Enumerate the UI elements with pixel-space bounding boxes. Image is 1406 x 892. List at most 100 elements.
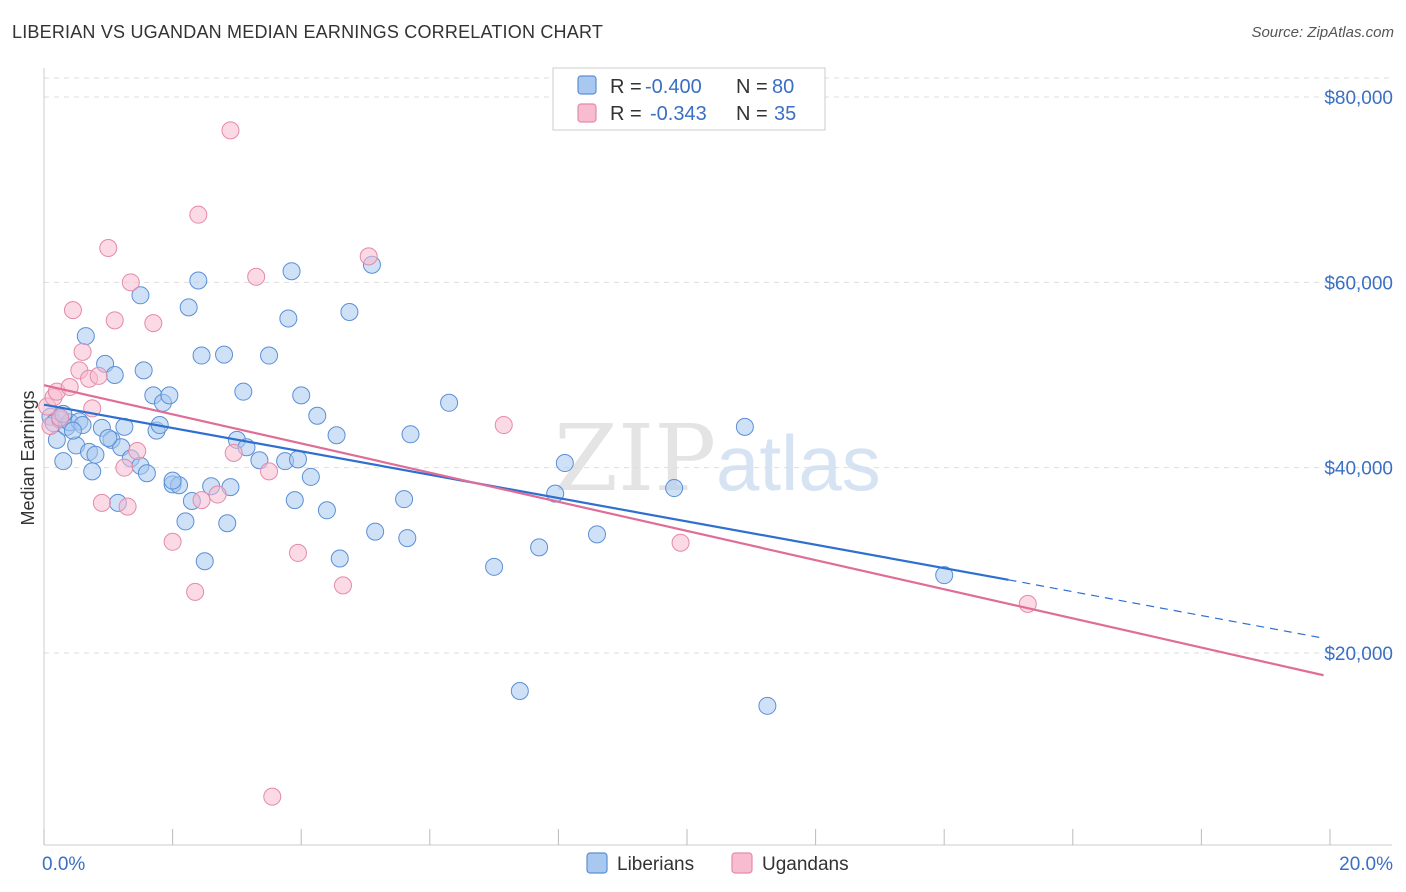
ugandans-r-label: R = bbox=[610, 103, 642, 125]
liberians-trend-extension bbox=[1008, 579, 1324, 639]
bottom-legend-ugandans-swatch bbox=[731, 852, 753, 874]
liberians-point bbox=[54, 452, 73, 471]
liberians-point bbox=[330, 549, 349, 568]
liberians-point bbox=[131, 286, 150, 305]
liberians-n-value: 80 bbox=[772, 76, 794, 98]
liberians-point bbox=[218, 514, 237, 533]
ugandans-point bbox=[494, 416, 513, 435]
ugandans-point bbox=[128, 441, 147, 460]
liberians-point bbox=[395, 490, 414, 509]
ugandans-point bbox=[247, 267, 266, 286]
ugandans-point bbox=[260, 462, 279, 481]
liberians-point bbox=[665, 479, 684, 498]
ugandans-point bbox=[51, 408, 70, 427]
ugandans-point bbox=[192, 491, 211, 510]
ugandans-point bbox=[92, 493, 111, 512]
liberians-point bbox=[935, 566, 954, 585]
ugandans-point bbox=[288, 543, 307, 562]
ugandans-n-value: 35 bbox=[774, 103, 796, 125]
liberians-point bbox=[234, 382, 253, 401]
liberians-point bbox=[485, 557, 504, 576]
ugandans-point bbox=[115, 458, 134, 477]
liberians-point bbox=[285, 491, 304, 510]
ugandans-point bbox=[89, 366, 108, 385]
liberians-point bbox=[587, 525, 606, 544]
liberians-point bbox=[105, 366, 124, 384]
liberians-point bbox=[279, 309, 298, 328]
liberians-point bbox=[301, 467, 320, 486]
liberians-trend-line bbox=[43, 403, 1009, 581]
liberians-point bbox=[83, 462, 102, 481]
ugandans-point bbox=[63, 301, 82, 320]
series-ugandans-points bbox=[38, 121, 1037, 806]
y-axis-label: Median Earnings bbox=[18, 390, 38, 525]
stats-legend-box bbox=[552, 67, 826, 131]
liberians-point bbox=[192, 346, 211, 365]
ugandans-point bbox=[224, 443, 243, 462]
liberians-point bbox=[440, 393, 459, 412]
ugandans-point bbox=[118, 497, 137, 516]
ugandans-point bbox=[121, 273, 140, 292]
liberians-point bbox=[260, 346, 279, 365]
y-tick-label: $40,000 bbox=[1324, 459, 1393, 480]
bottom-legend-ugandans-label: Ugandans bbox=[762, 854, 849, 875]
stats-legend: R = -0.400 N = 80 R = -0.343 N = 35 bbox=[552, 67, 826, 131]
ugandans-point bbox=[163, 532, 182, 551]
ugandans-point bbox=[671, 533, 690, 552]
ugandans-swatch bbox=[577, 103, 597, 123]
ugandans-point bbox=[189, 205, 208, 224]
bottom-legend-liberians-swatch bbox=[586, 852, 608, 874]
y-tick-labels: $20,000 $40,000 $60,000 $80,000 bbox=[1324, 88, 1393, 665]
bottom-legend: Liberians Ugandans bbox=[586, 852, 849, 875]
ugandans-point bbox=[359, 247, 378, 266]
gridlines bbox=[44, 77, 1392, 654]
liberians-point bbox=[292, 386, 311, 405]
liberians-r-value: -0.400 bbox=[645, 76, 702, 98]
x-tick-label-min: 0.0% bbox=[42, 854, 85, 875]
ugandans-point bbox=[73, 342, 92, 361]
y-tick-label: $20,000 bbox=[1324, 644, 1393, 665]
liberians-point bbox=[340, 302, 359, 321]
liberians-point bbox=[530, 538, 549, 557]
liberians-point bbox=[317, 501, 336, 520]
liberians-point bbox=[510, 681, 529, 700]
ugandans-point bbox=[144, 314, 163, 333]
liberians-point bbox=[282, 262, 301, 281]
liberians-point bbox=[366, 522, 385, 541]
liberians-point bbox=[163, 471, 182, 490]
ugandans-n-label: N = bbox=[736, 103, 768, 125]
trend-lines bbox=[43, 384, 1324, 677]
liberians-point bbox=[63, 421, 82, 440]
liberians-point bbox=[86, 445, 105, 464]
liberians-point bbox=[327, 426, 346, 445]
ugandans-trend-line bbox=[43, 384, 1324, 677]
liberians-point bbox=[758, 696, 777, 715]
liberians-point bbox=[735, 417, 754, 436]
ugandans-point bbox=[208, 485, 227, 504]
ugandans-point bbox=[221, 121, 240, 140]
liberians-point bbox=[99, 429, 118, 448]
liberians-point bbox=[134, 361, 153, 380]
liberians-point bbox=[76, 327, 95, 346]
liberians-point bbox=[195, 552, 214, 571]
liberians-point bbox=[401, 425, 420, 444]
y-tick-label: $80,000 bbox=[1324, 88, 1393, 109]
watermark-zip: ZIP bbox=[554, 405, 716, 512]
liberians-swatch bbox=[577, 75, 597, 95]
liberians-n-label: N = bbox=[736, 76, 768, 98]
ugandans-point bbox=[105, 311, 124, 330]
ugandans-point bbox=[186, 582, 205, 601]
liberians-point bbox=[176, 512, 195, 531]
y-tick-label: $60,000 bbox=[1324, 273, 1393, 294]
liberians-point bbox=[288, 450, 307, 469]
liberians-point bbox=[215, 345, 234, 364]
liberians-point bbox=[160, 386, 179, 405]
liberians-point bbox=[398, 529, 417, 548]
liberians-r-label: R = bbox=[610, 76, 642, 98]
liberians-point bbox=[179, 298, 198, 317]
ugandans-point bbox=[263, 787, 282, 806]
liberians-point bbox=[308, 406, 327, 425]
ugandans-point bbox=[99, 239, 118, 258]
x-tick-marks bbox=[43, 829, 1331, 845]
